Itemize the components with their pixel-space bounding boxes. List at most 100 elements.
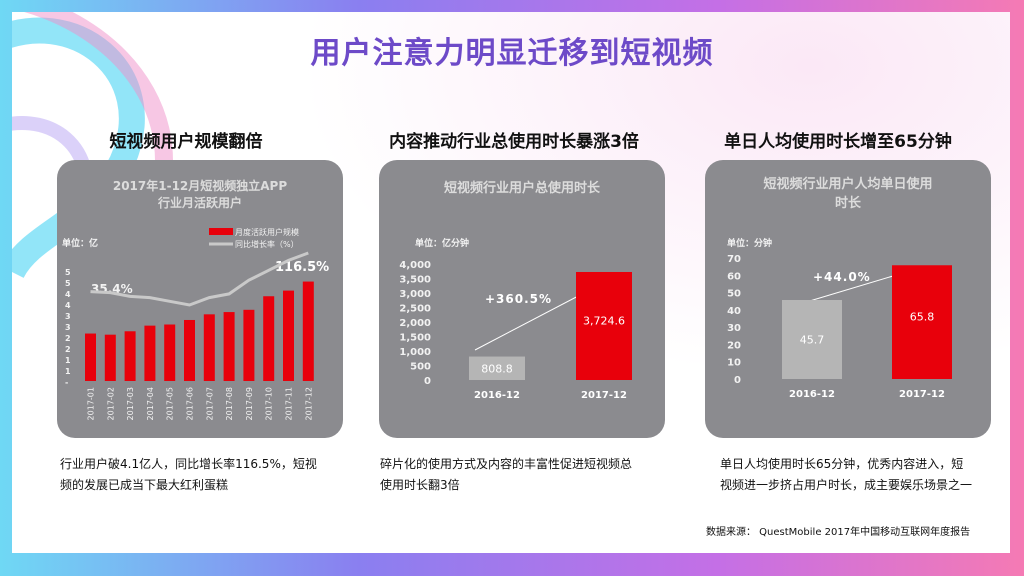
chart1-title-line1: 2017年1-12月短视频独立APP xyxy=(113,178,288,193)
legend-label-line: 同比增长率（%） xyxy=(235,239,299,249)
chart3-title-line1: 短视频行业用户人均单日使用 xyxy=(763,176,932,192)
chart3-value-label: 65.8 xyxy=(910,310,935,323)
chart1-ytick-label: 4 xyxy=(65,301,71,310)
chart3-ytick-label: 0 xyxy=(734,375,741,386)
data-source-note: 数据来源： QuestMobile 2017年中国移动互联网年度报告 xyxy=(706,527,971,538)
chart2-ytick-label: 4,000 xyxy=(399,260,431,271)
chart1-bar xyxy=(144,325,156,381)
section-2-description-line2: 使用时长翻3倍 xyxy=(380,478,460,492)
section-1-subtitle: 短视频用户规模翻倍 xyxy=(109,132,263,152)
chart3-ytick-label: 10 xyxy=(727,358,741,369)
chart1-xtick-label: 2017-03 xyxy=(126,387,135,420)
annotation-end-growth: 116.5% xyxy=(275,260,329,275)
chart3-value-label: 45.7 xyxy=(800,334,825,347)
chart1-bar xyxy=(164,324,176,381)
chart-daily-time-svg: 短视频行业用户人均单日使用 时长 单位：分钟 +44.0% 70 60 50 40 30… xyxy=(727,176,952,400)
chart2-unit-label: 单位：亿分钟 xyxy=(415,237,469,249)
legend-label-bar: 月度活跃用户规模 xyxy=(235,227,299,237)
growth-rate-line xyxy=(90,251,309,307)
chart1-bar xyxy=(283,290,294,381)
chart1-bar xyxy=(243,309,255,381)
section-3-description: 单日人均使用时长65分钟，优秀内容进入，短 视频进一步挤占用户时长，成主要娱乐场… xyxy=(720,454,972,496)
chart3-xtick-label: 2017-12 xyxy=(899,389,945,400)
chart1-xtick-label: 2017-07 xyxy=(205,387,214,420)
chart1-xtick-label: 2017-05 xyxy=(166,387,175,420)
chart1-bar xyxy=(104,334,116,381)
chart1-ytick-label: - xyxy=(65,378,68,387)
section-3-subtitle: 单日人均使用时长增至65分钟 xyxy=(724,132,952,152)
section-3-description-line2: 视频进一步挤占用户时长，成主要娱乐场景之一 xyxy=(720,478,973,492)
chart3-bar xyxy=(782,300,842,379)
chart1-xtick-label: 2017-06 xyxy=(186,387,195,420)
chart2-bar xyxy=(576,271,632,380)
chart1-title-line2: 行业月活跃用户 xyxy=(157,195,242,210)
chart2-ytick-label: 1,500 xyxy=(399,333,431,344)
chart-panel-daily-time: 短视频行业用户人均单日使用 时长 单位：分钟 +44.0% 70 60 50 40 30… xyxy=(705,160,991,438)
section-2-subtitle: 内容推动行业总使用时长暴涨3倍 xyxy=(389,132,639,152)
chart1-xtick-label: 2017-01 xyxy=(87,387,96,420)
chart1-xtick-label: 2017-02 xyxy=(106,387,115,420)
chart2-bar xyxy=(469,356,525,380)
chart1-ytick-label: 2 xyxy=(65,334,71,343)
section-3-description-line1: 单日人均使用时长65分钟，优秀内容进入，短 xyxy=(720,457,964,471)
section-1-description-line1: 行业用户破4.1亿人，同比增长率116.5%，短视 xyxy=(60,457,317,471)
chart2-ytick-label: 3,000 xyxy=(399,289,431,300)
chart2-ytick-label: 0 xyxy=(424,376,431,387)
chart1-ytick-label: 1 xyxy=(65,356,71,365)
chart1-ytick-label: 5 xyxy=(65,279,71,288)
chart3-ytick-label: 70 xyxy=(727,254,741,265)
chart2-ytick-label: 500 xyxy=(410,362,431,373)
chart3-unit-label: 单位：分钟 xyxy=(727,237,772,249)
chart3-ytick-label: 20 xyxy=(727,340,741,351)
chart1-ytick-label: 3 xyxy=(65,323,71,332)
chart2-ytick-label: 2,000 xyxy=(399,318,431,329)
chart1-bar xyxy=(223,312,235,381)
chart1-bar xyxy=(184,319,195,381)
chart2-xtick-label: 2017-12 xyxy=(581,390,627,401)
chart3-growth-label: +44.0% xyxy=(813,270,871,284)
section-1-description: 行业用户破4.1亿人，同比增长率116.5%，短视 频的发展已成当下最大红利蛋糕 xyxy=(60,454,317,496)
section-2-description: 碎片化的使用方式及内容的丰富性促进短视频总 使用时长翻3倍 xyxy=(380,454,632,496)
legend-swatch-bar xyxy=(209,228,233,235)
chart3-xtick-label: 2016-12 xyxy=(789,389,835,400)
section-1-description-line2: 频的发展已成当下最大红利蛋糕 xyxy=(60,478,229,492)
chart1-ytick-label: 2 xyxy=(65,345,71,354)
chart3-ytick-label: 30 xyxy=(727,323,741,334)
chart-total-time-svg: 短视频行业用户总使用时长 单位：亿分钟 +360.5% 4,000 3,500 3,… xyxy=(399,180,632,401)
chart1-xtick-label: 2017-11 xyxy=(285,387,294,420)
chart2-ytick-label: 2,500 xyxy=(399,304,431,315)
chart1-bar xyxy=(203,314,215,381)
chart1-xtick-label: 2017-08 xyxy=(225,387,234,420)
section-2-description-line1: 碎片化的使用方式及内容的丰富性促进短视频总 xyxy=(380,457,633,471)
chart1-bar xyxy=(263,296,275,381)
chart3-ytick-label: 50 xyxy=(727,289,741,300)
chart1-xtick-label: 2017-10 xyxy=(265,387,274,420)
page-title: 用户注意力明显迁移到短视频 xyxy=(310,36,714,71)
chart1-bar xyxy=(85,333,96,381)
chart2-xtick-label: 2016-12 xyxy=(474,390,520,401)
chart1-bar xyxy=(124,331,136,381)
chart1-bar xyxy=(302,281,314,381)
chart2-value-label: 808.8 xyxy=(481,362,513,375)
chart2-ytick-label: 3,500 xyxy=(399,275,431,286)
chart3-ytick-label: 60 xyxy=(727,271,741,282)
chart3-title-line2: 时长 xyxy=(835,195,862,211)
chart-panel-mau: 2017年1-12月短视频独立APP 行业月活跃用户 单位：亿 月度活跃用户规模… xyxy=(57,160,343,438)
chart2-value-label: 3,724.6 xyxy=(583,315,625,328)
chart1-ytick-label: 3 xyxy=(65,312,71,321)
chart-panel-total-time: 短视频行业用户总使用时长 单位：亿分钟 +360.5% 4,000 3,500 3,… xyxy=(379,160,665,438)
chart3-ytick-label: 40 xyxy=(727,306,741,317)
chart2-title: 短视频行业用户总使用时长 xyxy=(444,180,601,196)
chart1-ytick-label: 1 xyxy=(65,367,71,376)
chart1-xtick-label: 2017-09 xyxy=(245,387,254,420)
chart-mau-svg: 2017年1-12月短视频独立APP 行业月活跃用户 单位：亿 月度活跃用户规模… xyxy=(62,178,329,420)
chart1-xtick-label: 2017-12 xyxy=(304,387,313,420)
chart1-ytick-label: 5 xyxy=(65,268,71,277)
chart2-ytick-label: 1,000 xyxy=(399,347,431,358)
chart1-unit-label: 单位：亿 xyxy=(62,237,98,249)
chart3-bar xyxy=(892,265,952,379)
chart2-growth-label: +360.5% xyxy=(485,292,552,306)
chart1-xtick-label: 2017-04 xyxy=(146,387,155,420)
chart1-ytick-label: 4 xyxy=(65,290,71,299)
